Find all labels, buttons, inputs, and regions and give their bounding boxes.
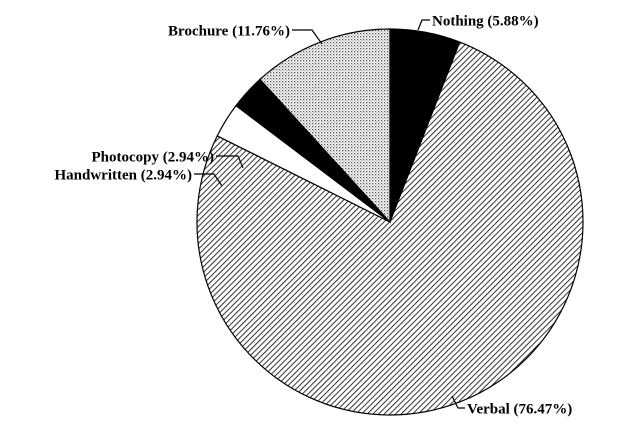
pie (196, 28, 584, 416)
slice-label: Brochure (11.76%) (168, 23, 290, 39)
leader-line (451, 395, 465, 409)
slice-label: Nothing (5.88%) (432, 13, 539, 29)
leader-line (194, 173, 223, 187)
slice-label: Handwritten (2.94%) (55, 167, 193, 183)
leader-line (292, 29, 323, 45)
pie-slice (196, 41, 584, 416)
leader-line (417, 19, 430, 31)
slice-label: Verbal (76.47%) (467, 401, 572, 417)
leader-line (216, 155, 244, 169)
slice-label: Photocopy (2.94%) (92, 149, 215, 165)
labels: Nothing (5.88%) Verbal (76.47%) Handwritte… (55, 13, 573, 417)
